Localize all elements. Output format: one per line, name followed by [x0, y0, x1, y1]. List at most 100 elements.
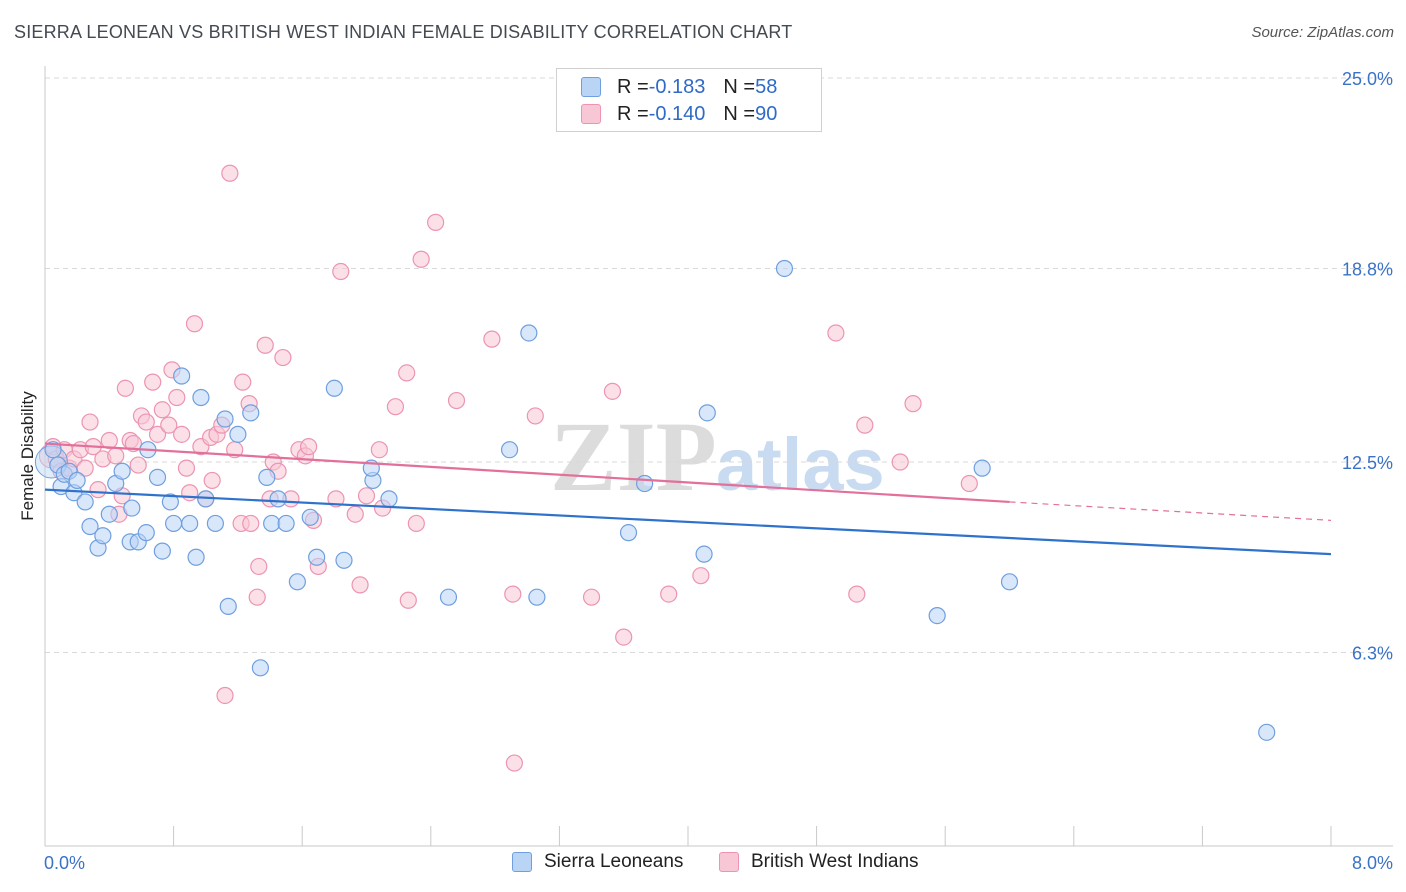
bottom-legend-label: British West Indians	[751, 851, 919, 872]
data-point-sierra-leonean	[439, 588, 458, 606]
legend-swatch-blue	[512, 852, 532, 872]
trendline-british-west-indians-extension	[1009, 501, 1332, 521]
data-point-british-west-indian	[216, 686, 234, 705]
legend-r-label: R =	[617, 75, 649, 98]
data-point-british-west-indian	[827, 324, 845, 342]
data-point-british-west-indian	[144, 373, 162, 391]
data-point-sierra-leonean	[251, 659, 270, 677]
data-point-sierra-leonean	[258, 468, 276, 486]
y-tick-label: 6.3%	[1352, 643, 1393, 663]
data-point-british-west-indian	[168, 388, 186, 407]
data-point-british-west-indian	[582, 588, 601, 606]
data-point-sierra-leonean	[181, 514, 199, 533]
bottom-legend-label: Sierra Leoneans	[544, 851, 684, 872]
data-point-sierra-leonean	[520, 324, 538, 342]
data-point-british-west-indian	[185, 315, 204, 333]
data-point-british-west-indian	[357, 487, 376, 505]
y-tick-label: 25.0%	[1342, 69, 1393, 89]
data-point-sierra-leonean	[635, 474, 654, 493]
data-point-british-west-indian	[504, 585, 522, 603]
data-point-sierra-leonean	[335, 551, 353, 569]
data-point-sierra-leonean	[113, 462, 131, 480]
data-point-british-west-indian	[483, 330, 501, 348]
data-point-british-west-indian	[89, 481, 107, 499]
data-point-british-west-indian	[904, 395, 922, 413]
legend-r-value: -0.140	[648, 102, 706, 125]
data-point-sierra-leonean	[219, 597, 237, 615]
data-point-sierra-leonean	[165, 514, 183, 533]
data-point-british-west-indian	[332, 262, 350, 281]
watermark-zip: ZIP	[550, 401, 717, 512]
data-point-british-west-indian	[203, 471, 221, 490]
data-point-british-west-indian	[248, 588, 266, 606]
legend-row-british-west-indians: R = -0.140 N = 90	[581, 102, 777, 126]
legend-r-value: -0.183	[648, 75, 706, 98]
data-point-british-west-indian	[660, 585, 678, 603]
legend-swatch-pink	[581, 104, 601, 124]
data-point-sierra-leonean	[44, 441, 62, 459]
data-point-sierra-leonean	[137, 524, 155, 542]
bottom-legend-british-west-indians[interactable]: British West Indians	[719, 851, 919, 873]
data-point-british-west-indian	[250, 557, 268, 576]
data-point-sierra-leonean	[81, 517, 99, 536]
data-point-sierra-leonean	[973, 459, 991, 477]
bottom-legend-sierra-leoneans[interactable]: Sierra Leoneans	[512, 851, 683, 873]
data-point-british-west-indian	[81, 413, 99, 431]
data-point-british-west-indian	[274, 348, 292, 367]
data-point-sierra-leonean	[698, 404, 716, 422]
data-point-sierra-leonean	[161, 493, 179, 511]
data-point-sierra-leonean	[192, 388, 210, 407]
data-point-sierra-leonean	[187, 548, 205, 566]
data-point-british-west-indian	[370, 441, 388, 459]
data-point-british-west-indian	[526, 407, 544, 425]
data-point-sierra-leonean	[263, 514, 281, 533]
data-point-british-west-indian	[960, 474, 978, 493]
data-point-british-west-indian	[76, 459, 94, 477]
data-point-british-west-indian	[346, 505, 364, 523]
data-point-british-west-indian	[300, 438, 318, 456]
data-point-british-west-indian	[447, 391, 466, 410]
data-point-british-west-indian	[615, 628, 633, 646]
data-point-sierra-leonean	[500, 441, 519, 459]
data-point-british-west-indian	[129, 456, 147, 474]
legend-n-value: 58	[755, 75, 778, 98]
data-point-british-west-indian	[856, 416, 874, 434]
data-point-sierra-leonean	[153, 542, 171, 560]
data-point-sierra-leonean	[123, 499, 141, 517]
data-point-british-west-indian	[412, 250, 430, 268]
data-point-sierra-leonean	[1258, 723, 1276, 741]
legend-swatch-blue	[581, 77, 601, 97]
source-label: Source: ZipAtlas.com	[1251, 24, 1394, 41]
data-point-british-west-indian	[256, 336, 274, 354]
data-point-british-west-indian	[234, 373, 252, 391]
data-point-british-west-indian	[221, 164, 239, 182]
data-point-british-west-indian	[692, 567, 710, 585]
chart-title: SIERRA LEONEAN VS BRITISH WEST INDIAN FE…	[14, 22, 793, 42]
data-point-british-west-indian	[124, 434, 143, 453]
data-point-sierra-leonean	[148, 468, 167, 486]
data-point-sierra-leonean	[928, 606, 946, 625]
data-point-british-west-indian	[891, 453, 909, 471]
legend-n-value: 90	[755, 102, 778, 125]
data-point-sierra-leonean	[380, 490, 398, 508]
data-point-sierra-leonean	[1000, 573, 1019, 591]
data-point-british-west-indian	[177, 459, 196, 477]
data-point-sierra-leonean	[94, 527, 112, 545]
data-point-sierra-leonean	[229, 425, 247, 443]
legend-n-label: N =	[723, 102, 756, 125]
data-point-british-west-indian	[160, 416, 178, 434]
legend-swatch-pink	[719, 852, 739, 872]
data-point-british-west-indian	[386, 398, 405, 416]
data-point-sierra-leonean	[68, 471, 86, 490]
legend-n-label: N =	[723, 75, 756, 98]
data-point-british-west-indian	[153, 401, 171, 419]
data-point-british-west-indian	[427, 213, 445, 231]
legend-box: R = -0.183 N = 58 R = -0.140 N = 90	[556, 68, 822, 132]
data-point-sierra-leonean	[695, 545, 713, 563]
data-point-british-west-indian	[181, 484, 199, 502]
data-point-british-west-indian	[148, 425, 167, 443]
legend-row-sierra-leoneans: R = -0.183 N = 58	[581, 75, 777, 99]
y-tick-label: 18.8%	[1342, 259, 1393, 279]
data-point-sierra-leonean	[528, 588, 546, 606]
